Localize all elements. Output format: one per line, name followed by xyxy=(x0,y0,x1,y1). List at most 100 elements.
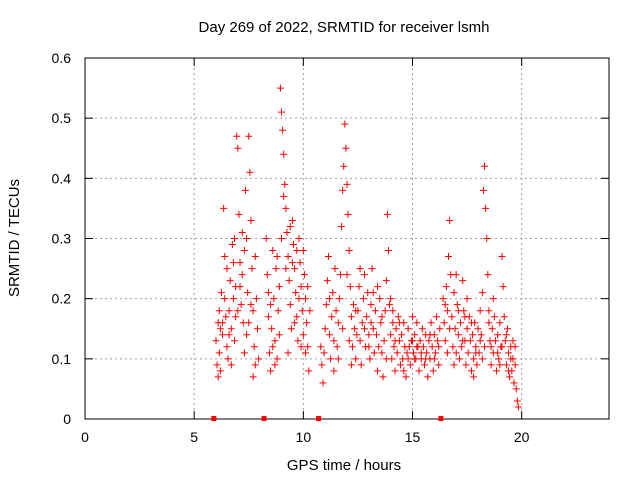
data-point xyxy=(494,331,502,339)
data-point xyxy=(507,355,515,363)
data-point xyxy=(288,216,296,224)
data-point xyxy=(462,361,470,369)
data-point xyxy=(234,144,242,152)
data-point xyxy=(294,337,302,345)
x-axis-label: GPS time / hours xyxy=(287,457,401,474)
data-point xyxy=(433,313,441,321)
data-point xyxy=(305,367,313,375)
data-point xyxy=(291,265,299,273)
data-point xyxy=(464,349,472,357)
data-point xyxy=(424,373,432,381)
data-point xyxy=(322,301,330,309)
data-point xyxy=(238,228,246,236)
data-point xyxy=(353,331,361,339)
data-point xyxy=(235,210,243,218)
data-point xyxy=(398,331,406,339)
data-point xyxy=(370,349,378,357)
data-point xyxy=(501,337,509,345)
data-point xyxy=(403,349,411,357)
data-point xyxy=(269,343,277,351)
data-point xyxy=(502,331,510,339)
data-point xyxy=(216,325,224,333)
data-point xyxy=(317,343,325,351)
data-point xyxy=(472,343,480,351)
data-point xyxy=(426,331,434,339)
data-point xyxy=(382,355,390,363)
data-point xyxy=(214,373,222,381)
data-point xyxy=(429,367,437,375)
data-point xyxy=(413,343,421,351)
data-point xyxy=(441,301,449,309)
data-point xyxy=(286,222,294,230)
x-tick-label: 5 xyxy=(190,429,198,445)
data-point xyxy=(416,337,424,345)
data-point xyxy=(302,295,310,303)
data-point xyxy=(402,373,410,381)
data-point xyxy=(368,265,376,273)
data-point xyxy=(335,295,343,303)
data-point xyxy=(217,289,225,297)
data-point xyxy=(435,361,443,369)
data-point xyxy=(231,235,239,242)
data-point xyxy=(299,247,307,255)
data-point xyxy=(268,325,276,333)
data-point xyxy=(340,162,348,170)
data-point xyxy=(280,192,288,200)
data-point xyxy=(287,325,295,333)
data-point xyxy=(271,337,279,345)
data-point xyxy=(418,325,426,333)
data-point xyxy=(293,313,301,321)
data-point xyxy=(430,355,438,363)
data-point xyxy=(369,289,377,297)
data-point xyxy=(499,283,507,291)
data-point xyxy=(381,307,389,315)
data-point xyxy=(382,277,390,285)
data-point xyxy=(359,295,367,303)
data-point xyxy=(320,349,328,357)
data-point xyxy=(498,253,506,261)
data-point xyxy=(502,361,510,369)
data-point xyxy=(491,337,499,345)
data-point xyxy=(356,337,364,345)
data-point xyxy=(331,265,339,273)
data-point xyxy=(367,319,375,327)
data-point xyxy=(327,355,335,363)
data-point xyxy=(284,253,292,261)
data-point xyxy=(446,325,454,333)
data-point xyxy=(498,343,506,351)
gap-marker xyxy=(438,416,444,421)
data-point xyxy=(321,325,329,333)
data-point xyxy=(458,343,466,351)
data-point xyxy=(395,319,403,327)
data-point xyxy=(409,313,416,321)
data-point xyxy=(425,337,433,345)
data-point xyxy=(225,331,233,339)
data-point xyxy=(253,325,261,333)
gap-markers xyxy=(211,416,444,421)
data-point xyxy=(360,271,368,279)
data-point xyxy=(431,349,439,357)
data-point xyxy=(236,259,244,267)
data-point xyxy=(282,204,290,212)
data-point xyxy=(276,84,284,92)
data-point xyxy=(405,343,413,351)
data-point xyxy=(280,150,288,158)
data-point xyxy=(512,385,520,393)
data-point xyxy=(344,210,352,218)
data-point xyxy=(285,277,293,285)
data-point xyxy=(511,361,519,369)
x-tick-label: 20 xyxy=(514,429,530,445)
data-point xyxy=(267,367,275,375)
data-point xyxy=(216,367,224,375)
data-point xyxy=(341,120,349,128)
data-point xyxy=(292,289,300,297)
data-point xyxy=(291,319,299,327)
data-point xyxy=(358,319,366,327)
data-point xyxy=(299,331,307,339)
data-point xyxy=(228,241,236,249)
data-point xyxy=(461,313,469,321)
data-point xyxy=(339,325,347,333)
data-point xyxy=(302,349,310,357)
gap-marker xyxy=(316,416,322,421)
